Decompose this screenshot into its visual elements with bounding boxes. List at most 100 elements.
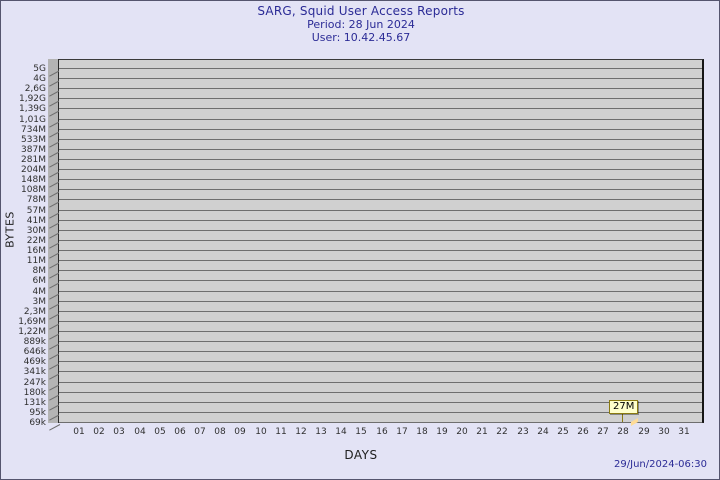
gridline <box>59 68 702 69</box>
y-axis-tick-label: 148M <box>21 175 46 185</box>
gridline <box>59 412 702 413</box>
x-axis-tick-label: 16 <box>376 427 388 437</box>
gridline <box>59 351 702 352</box>
gridline <box>59 371 702 372</box>
gridline <box>59 392 702 393</box>
page-title: SARG, Squid User Access Reports <box>257 4 465 18</box>
y-axis-tick-label: 1,92G <box>18 94 46 104</box>
y-axis-tick-label: 247k <box>23 378 46 388</box>
x-axis-tick-label: 04 <box>134 427 146 437</box>
y-axis-tick-label: 646k <box>23 347 46 357</box>
x-axis-tick-label: 28 <box>617 427 629 437</box>
gridline <box>59 159 702 160</box>
report-user: User: 10.42.45.67 <box>311 31 411 44</box>
title-block: SARG, Squid User Access Reports Period: … <box>1 4 719 45</box>
x-axis-tick-label: 08 <box>214 427 226 437</box>
gridline <box>59 270 702 271</box>
x-axis-tick-label: 09 <box>234 427 246 437</box>
y-axis-tick-label: 41M <box>26 216 46 226</box>
gridline <box>59 250 702 251</box>
y-axis-tick-label: 341k <box>23 367 46 377</box>
y-axis-tick-label: 4M <box>32 287 47 297</box>
y-axis-tick-label: 5G <box>33 64 46 74</box>
x-axis-tick-label: 20 <box>456 427 468 437</box>
y-axis-tick-label: 22M <box>26 236 46 246</box>
x-axis-tick-label: 21 <box>476 427 488 437</box>
gridline <box>59 301 702 302</box>
x-axis-title: DAYS <box>344 448 378 462</box>
x-axis-tick-label: 19 <box>436 427 448 437</box>
x-axis-tick-label: 15 <box>355 427 367 437</box>
y-axis-tick-label: 281M <box>21 155 46 165</box>
x-axis-tick-label: 30 <box>658 427 670 437</box>
x-axis-tick-label: 31 <box>678 427 690 437</box>
gridline <box>59 422 702 423</box>
y-axis-tick-label: 204M <box>21 165 46 175</box>
gridline <box>59 280 702 281</box>
x-axis-tick-label: 10 <box>255 427 267 437</box>
x-axis-tick-label: 24 <box>537 427 549 437</box>
gridline <box>59 240 702 241</box>
plot-area-wrapper: 27M <box>48 59 704 431</box>
x-axis-tick-labels: 01 02 03 04 05 06 07 08 09 10 11 12 13 14 15 16 17 18 19 20… <box>59 427 704 441</box>
bar-value-label: 27M <box>609 400 639 414</box>
x-axis-tick-label: 27 <box>597 427 609 437</box>
generation-timestamp: 29/Jun/2024-06:30 <box>614 459 707 470</box>
x-axis-tick-label: 23 <box>517 427 529 437</box>
y-axis-tick-label: 533M <box>21 135 46 145</box>
y-axis-tick-label: 1,22M <box>18 327 46 337</box>
gridline <box>59 220 702 221</box>
x-axis-tick-label: 07 <box>194 427 206 437</box>
x-axis-tick-label: 29 <box>638 427 650 437</box>
x-axis-tick-label: 17 <box>396 427 408 437</box>
gridline <box>59 78 702 79</box>
gridline <box>59 341 702 342</box>
chart-side-wall <box>48 59 61 431</box>
y-axis-tick-label: 387M <box>21 145 46 155</box>
x-axis-tick-label: 26 <box>577 427 589 437</box>
gridline <box>59 402 702 403</box>
gridline <box>59 210 702 211</box>
x-axis-tick-label: 12 <box>295 427 307 437</box>
y-axis-tick-label: 57M <box>26 206 46 216</box>
gridline <box>59 129 702 130</box>
y-axis-tick-label: 30M <box>26 226 46 236</box>
gridline <box>59 98 702 99</box>
x-axis-tick-label: 02 <box>93 427 105 437</box>
y-axis-tick-label: 1,01G <box>18 115 46 125</box>
gridline <box>59 119 702 120</box>
y-axis-tick-label: 2,3M <box>23 307 46 317</box>
x-axis-tick-label: 06 <box>174 427 186 437</box>
x-axis-tick-label: 14 <box>335 427 347 437</box>
y-axis-tick-label: 11M <box>26 256 46 266</box>
y-axis-tick-label: 1,39G <box>18 104 46 114</box>
report-period: Period: 28 Jun 2024 <box>307 18 415 31</box>
plot-area: 27M <box>59 59 704 426</box>
gridline <box>59 169 702 170</box>
x-axis-tick-label: 03 <box>113 427 125 437</box>
y-axis-title: BYTES <box>3 211 17 248</box>
y-axis-tick-label: 889k <box>23 337 46 347</box>
gridline <box>59 108 702 109</box>
bar-label-stem <box>622 414 623 422</box>
gridline <box>59 382 702 383</box>
gridline <box>59 179 702 180</box>
y-axis-tick-label: 2,6G <box>24 84 46 94</box>
gridline <box>59 230 702 231</box>
gridline <box>59 260 702 261</box>
y-axis-tick-label: 108M <box>21 185 46 195</box>
y-axis-tick-label: 734M <box>21 125 46 135</box>
x-axis-tick-label: 13 <box>315 427 327 437</box>
gridline <box>59 199 702 200</box>
y-axis-tick-label: 4G <box>33 74 46 84</box>
y-axis-tick-label: 78M <box>26 195 46 205</box>
y-axis-tick-label: 469k <box>23 357 46 367</box>
x-axis-tick-label: 01 <box>73 427 85 437</box>
y-axis-tick-label: 8M <box>32 266 47 276</box>
gridline <box>59 321 702 322</box>
gridline <box>59 291 702 292</box>
gridline <box>59 149 702 150</box>
x-axis-tick-label: 11 <box>275 427 287 437</box>
y-axis-tick-label: 95k <box>29 408 46 418</box>
